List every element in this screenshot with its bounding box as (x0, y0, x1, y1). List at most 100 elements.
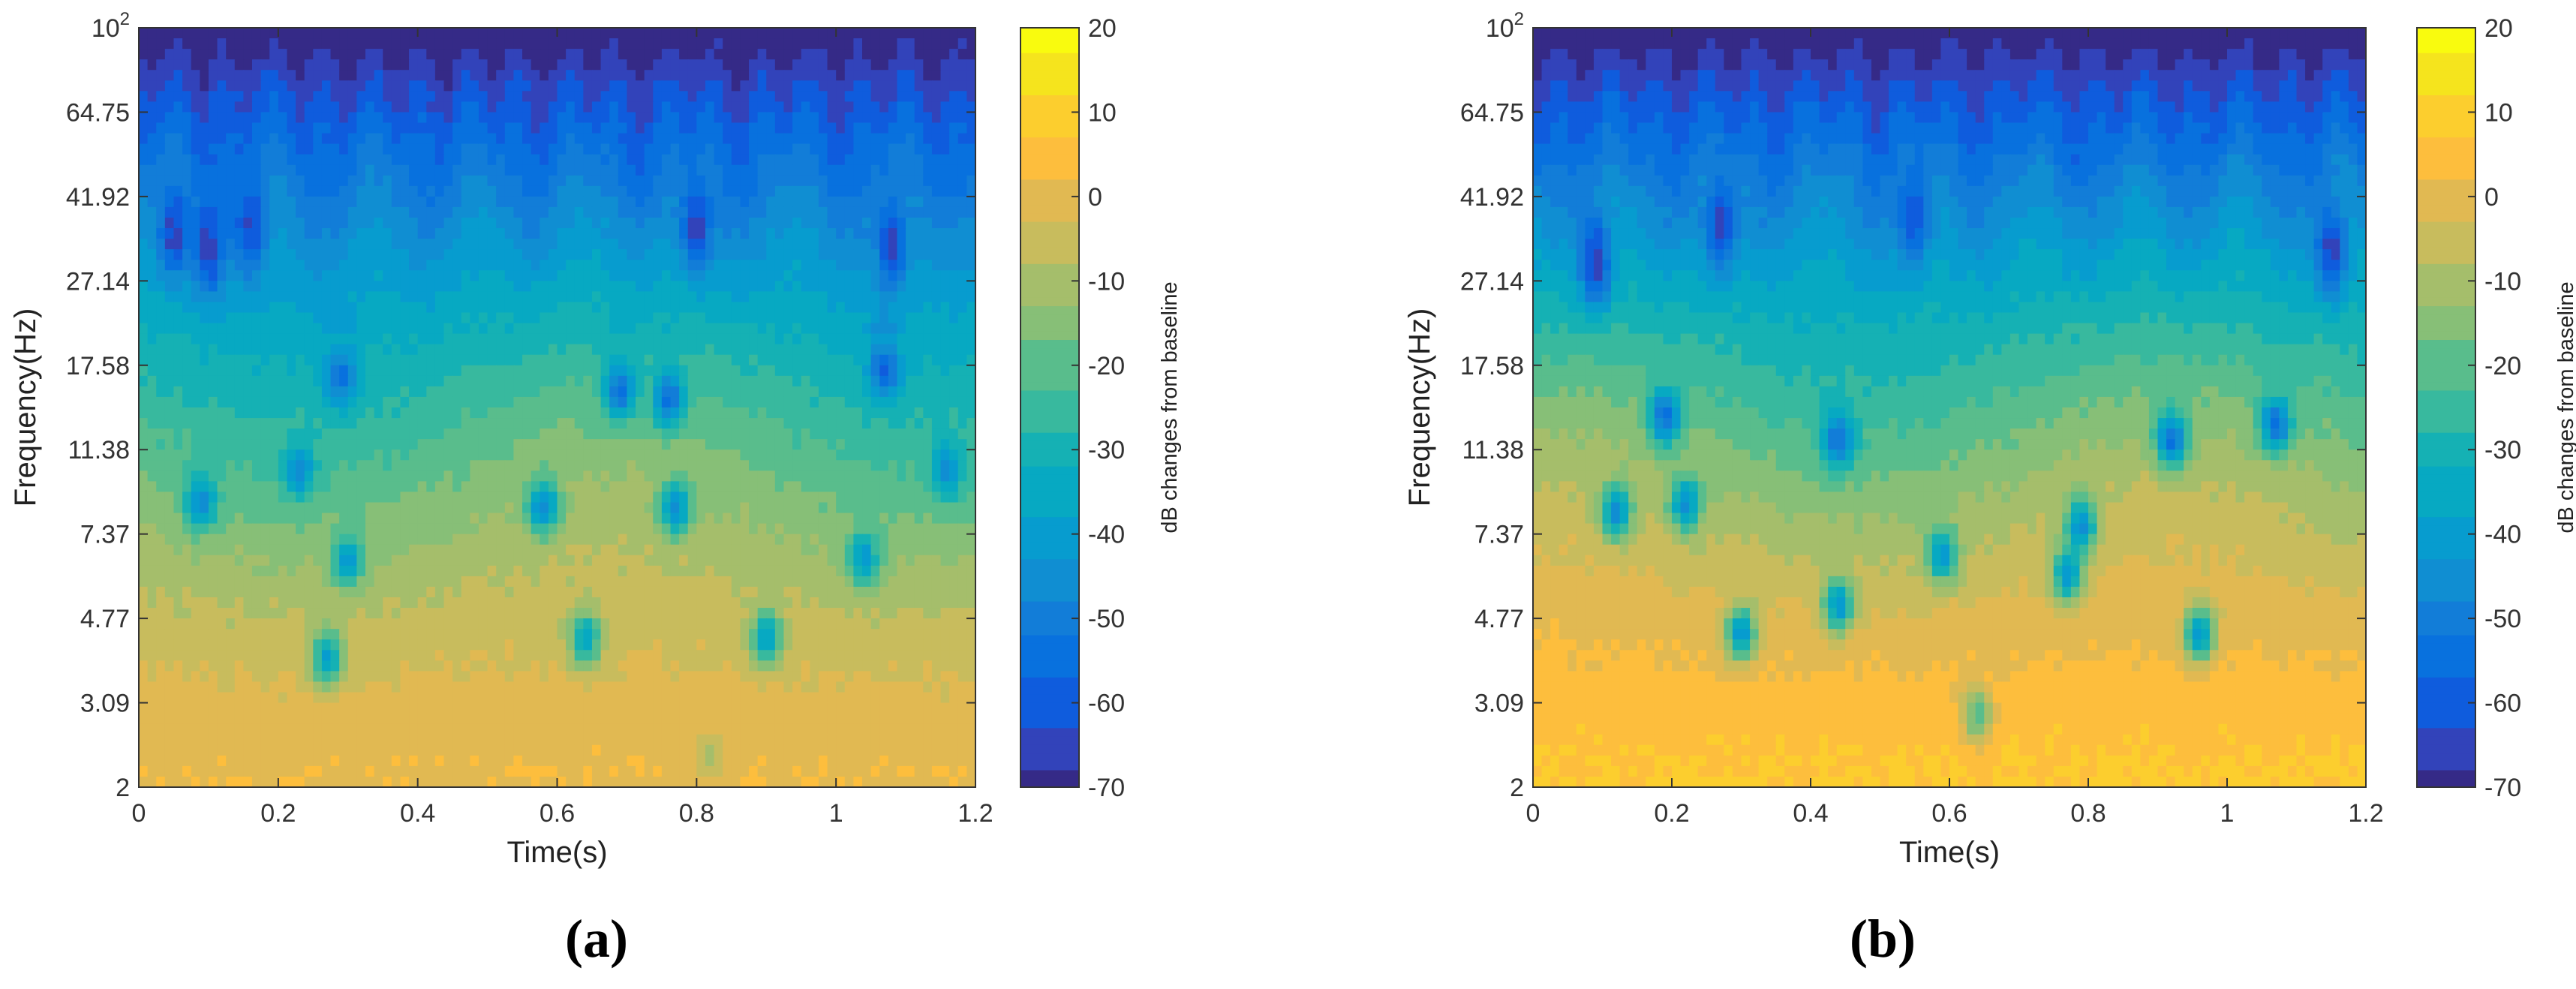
heatmap-cell (897, 80, 906, 92)
heatmap-cell (487, 344, 497, 356)
heatmap-cell (957, 270, 968, 282)
heatmap-cell (426, 491, 436, 504)
heatmap-cell (287, 333, 296, 345)
heatmap-cell (182, 122, 192, 134)
heatmap-cell (139, 281, 149, 293)
heatmap-cell (949, 323, 959, 335)
heatmap-cell (636, 218, 645, 229)
heatmap-cell (757, 112, 768, 124)
heatmap-cell (156, 70, 166, 82)
heatmap-cell (705, 396, 715, 408)
heatmap-cell (627, 513, 636, 525)
heatmap-cell (164, 344, 175, 356)
heatmap-cell (801, 354, 811, 366)
heatmap-cell (260, 460, 271, 472)
heatmap-cell (714, 28, 723, 39)
heatmap-cell (478, 112, 488, 124)
heatmap-cell (365, 143, 375, 155)
heatmap-cell (278, 344, 288, 356)
heatmap-cell (723, 344, 732, 356)
heatmap-cell (792, 281, 802, 293)
heatmap-cell (714, 185, 723, 197)
heatmap-cell (347, 386, 358, 398)
heatmap-cell (173, 534, 183, 546)
heatmap-cell (906, 333, 915, 345)
heatmap-cell (714, 396, 723, 408)
heatmap-cell (287, 428, 296, 440)
heatmap-cell (260, 428, 271, 440)
heatmap-cell (356, 460, 366, 472)
heatmap-cell (226, 28, 236, 39)
heatmap-cell (818, 38, 828, 50)
heatmap-cell (269, 354, 279, 366)
heatmap-cell (627, 270, 636, 282)
heatmap-cell (321, 344, 332, 356)
heatmap-cell (609, 523, 619, 535)
heatmap-cell (417, 407, 428, 419)
heatmap-cell (164, 523, 175, 535)
heatmap-cell (173, 80, 183, 92)
heatmap-cell (548, 249, 558, 261)
heatmap-cell (906, 418, 915, 429)
heatmap-cell (434, 418, 445, 429)
heatmap-cell (356, 218, 366, 229)
heatmap-cell (251, 460, 262, 472)
heatmap-cell (409, 270, 419, 282)
heatmap-cell (591, 386, 602, 398)
heatmap-cell (156, 133, 166, 145)
heatmap-cell (470, 291, 479, 303)
heatmap-cell (731, 523, 741, 535)
heatmap-cell (409, 101, 419, 113)
heatmap-cell (269, 175, 279, 187)
heatmap-cell (191, 270, 201, 282)
heatmap-cell (191, 291, 201, 303)
heatmap-cell (548, 513, 558, 525)
heatmap-cell (217, 122, 227, 134)
heatmap-cell (740, 70, 750, 82)
heatmap-cell (173, 502, 183, 514)
heatmap-cell (208, 302, 218, 314)
heatmap-cell (740, 175, 750, 187)
heatmap-cell (636, 481, 645, 493)
heatmap-cell (304, 418, 314, 429)
heatmap-cell (260, 112, 271, 124)
heatmap-cell (434, 344, 445, 356)
heatmap-cell (687, 260, 698, 272)
heatmap-cell (906, 312, 915, 324)
heatmap-cell (217, 555, 227, 567)
heatmap-cell (557, 396, 567, 408)
heatmap-cell (400, 544, 410, 556)
heatmap-cell (540, 354, 549, 366)
heatmap-cell (365, 565, 375, 577)
heatmap-cell (234, 544, 245, 556)
heatmap-cell (774, 260, 785, 272)
heatmap-cell (836, 470, 846, 482)
heatmap-cell (313, 333, 323, 345)
heatmap-cell (296, 555, 305, 567)
heatmap-cell (504, 344, 515, 356)
heatmap-cell (888, 70, 898, 82)
heatmap-cell (217, 502, 227, 514)
heatmap-cell (226, 80, 236, 92)
heatmap-cell (313, 228, 323, 239)
heatmap-cell (931, 239, 942, 250)
heatmap-cell (705, 333, 715, 345)
heatmap-cell (330, 439, 340, 451)
heatmap-cell (757, 206, 768, 218)
heatmap-cell (443, 112, 453, 124)
heatmap-cell (356, 112, 366, 124)
heatmap-cell (278, 418, 288, 429)
heatmap-cell (574, 270, 585, 282)
heatmap-cell (452, 164, 462, 176)
heatmap-cell (356, 49, 366, 60)
heatmap-cell (426, 418, 436, 429)
heatmap-cell (940, 491, 950, 504)
heatmap-cell (400, 112, 410, 124)
heatmap-cell (957, 396, 968, 408)
heatmap-cell (296, 49, 305, 60)
heatmap-cell (923, 80, 933, 92)
heatmap-cell (810, 333, 819, 345)
heatmap-cell (409, 133, 419, 145)
heatmap-cell (504, 302, 515, 314)
heatmap-cell (226, 365, 236, 377)
